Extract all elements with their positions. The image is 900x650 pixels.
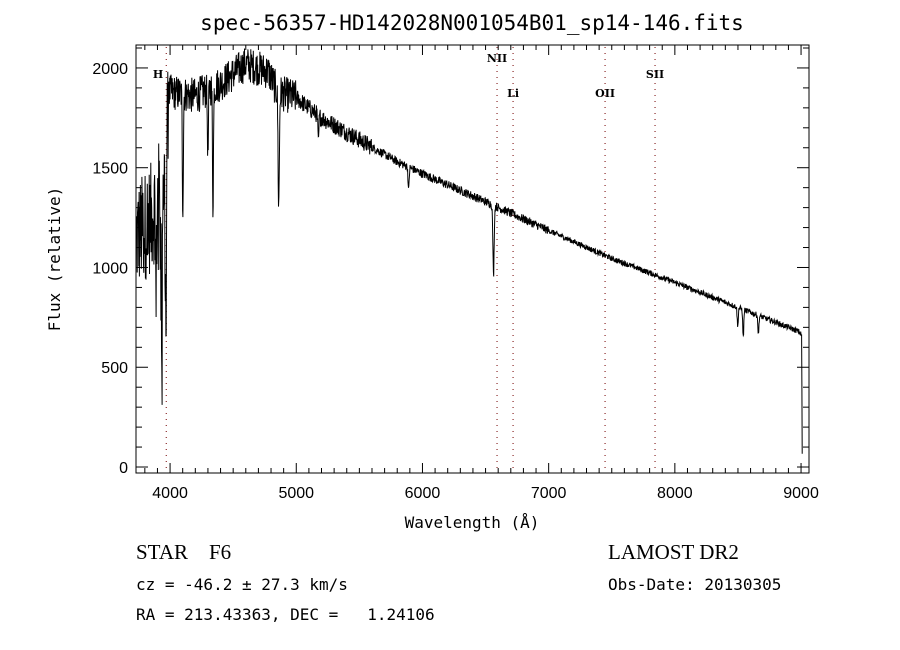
x-tick-label: 6000 <box>405 485 441 502</box>
x-tick-label: 8000 <box>657 485 693 502</box>
y-tick-label: 2000 <box>92 61 128 78</box>
y-tick-label: 0 <box>119 460 128 477</box>
y-tick-label: 1500 <box>92 161 128 178</box>
y-axis-label: Flux (relative) <box>45 187 64 332</box>
redshift-info: cz = -46.2 ± 27.3 km/s <box>136 575 348 594</box>
object-class: STAR F6 <box>136 540 232 564</box>
line-marker-label: NII <box>487 52 507 65</box>
survey-name: LAMOST DR2 <box>608 540 739 564</box>
obs-date: Obs-Date: 20130305 <box>608 575 782 594</box>
x-tick-label: 9000 <box>783 485 819 502</box>
y-tick-label: 500 <box>101 360 128 377</box>
x-axis-label: Wavelength (Å) <box>405 513 540 532</box>
line-marker-label: OII <box>595 87 615 100</box>
line-marker-label: SII <box>646 68 664 81</box>
line-marker-label: H <box>153 68 163 81</box>
x-tick-label: 5000 <box>278 485 314 502</box>
x-tick-label: 7000 <box>531 485 567 502</box>
plot-frame <box>135 44 810 474</box>
spectrum-line <box>135 48 803 454</box>
chart-title: spec-56357-HD142028N001054B01_sp14-146.f… <box>200 11 744 35</box>
y-tick-label: 1000 <box>92 260 128 277</box>
line-marker-label: Li <box>507 87 519 100</box>
x-tick-label: 4000 <box>152 485 188 502</box>
ra-dec: RA = 213.43363, DEC = 1.24106 <box>136 605 435 624</box>
